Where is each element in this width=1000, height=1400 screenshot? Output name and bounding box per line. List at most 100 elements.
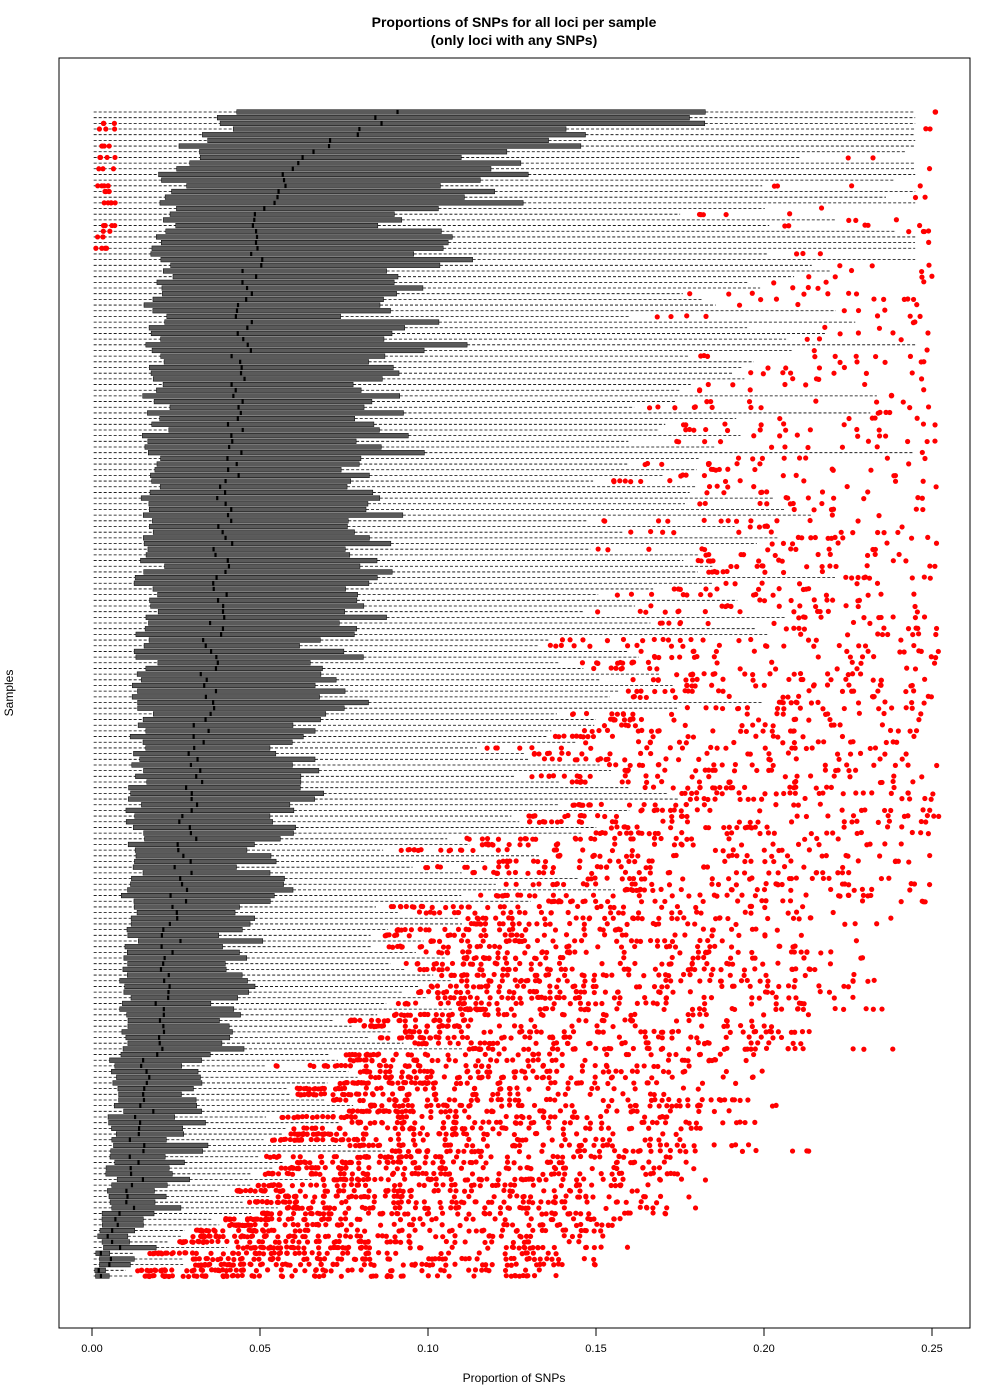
outlier-point [429, 1057, 435, 1064]
outlier-point [581, 1148, 588, 1154]
outlier-point [738, 551, 744, 558]
outlier-point [898, 337, 904, 343]
outlier-point [577, 802, 583, 808]
outlier-point [338, 1216, 344, 1222]
outlier-point [628, 479, 634, 485]
outlier-point [800, 614, 807, 620]
outlier-point [876, 433, 883, 439]
outlier-point [614, 1108, 620, 1114]
outlier-point [762, 745, 768, 751]
outlier-point [718, 518, 724, 524]
outlier-point [347, 1234, 354, 1240]
outlier-point [622, 1074, 629, 1081]
outlier-point [845, 892, 851, 898]
outlier-point [904, 665, 910, 671]
outlier-point [442, 1171, 448, 1177]
box [134, 575, 378, 581]
box [165, 228, 442, 234]
outlier-point [393, 1051, 399, 1057]
outlier-point [782, 774, 788, 780]
outlier-point [506, 1165, 512, 1172]
box [137, 699, 369, 706]
outlier-point [557, 756, 563, 762]
outlier-point [808, 915, 814, 921]
outlier-point [670, 785, 676, 791]
box [168, 427, 380, 433]
outlier-point [689, 960, 695, 966]
outlier-point [581, 989, 588, 995]
outlier-point [791, 671, 797, 677]
outlier-point [875, 819, 881, 825]
outlier-point [456, 1024, 462, 1030]
outlier-point [769, 1103, 776, 1109]
outlier-point [629, 853, 635, 859]
outlier-point [669, 915, 675, 921]
outlier-point [791, 802, 797, 808]
outlier-point [917, 222, 923, 229]
outlier-point [538, 773, 544, 779]
outlier-point [385, 1035, 391, 1041]
outlier-point [913, 728, 920, 734]
outlier-point [543, 1096, 550, 1103]
outlier-point [922, 676, 928, 682]
outlier-point [566, 1142, 572, 1148]
outlier-point [793, 909, 800, 915]
outlier-point [757, 427, 763, 433]
outlier-point [667, 961, 674, 967]
outlier-point [390, 944, 396, 950]
outlier-point [680, 592, 686, 598]
outlier-point [865, 438, 872, 444]
outlier-point [757, 978, 763, 984]
outlier-point [865, 592, 871, 598]
outlier-point [677, 637, 683, 643]
outlier-point [557, 1108, 564, 1114]
outlier-point [715, 881, 722, 888]
outlier-point [443, 989, 450, 995]
outlier-point [636, 869, 642, 876]
box [127, 1040, 223, 1046]
outlier-point [881, 807, 888, 814]
outlier-point [677, 1136, 683, 1143]
outlier-point [446, 1017, 452, 1023]
outlier-point [922, 194, 928, 200]
outlier-point [570, 984, 576, 990]
outlier-point [451, 1034, 457, 1040]
outlier-point [554, 984, 560, 990]
outlier-point [662, 1114, 668, 1120]
outlier-point [624, 921, 630, 927]
outlier-point [801, 291, 807, 297]
outlier-point [95, 183, 101, 189]
outlier-point [903, 558, 909, 564]
outlier-point [682, 722, 688, 728]
outlier-point [617, 830, 623, 837]
outlier-point [840, 864, 846, 871]
outlier-point [925, 228, 932, 234]
outlier-point [582, 1057, 588, 1063]
outlier-point [526, 921, 532, 927]
outlier-point [255, 1183, 261, 1189]
box [142, 512, 404, 518]
outlier-point [603, 1205, 609, 1212]
outlier-point [892, 762, 898, 768]
outlier-point [691, 427, 697, 433]
outlier-point [702, 439, 708, 445]
outlier-point [480, 1165, 486, 1171]
outlier-point [735, 455, 742, 461]
outlier-point [365, 1154, 372, 1160]
box [162, 381, 354, 388]
outlier-point [503, 960, 510, 966]
outlier-point [429, 904, 435, 910]
outlier-point [448, 1205, 454, 1211]
outlier-point [386, 1075, 392, 1081]
box [105, 1165, 170, 1171]
outlier-point [718, 978, 724, 984]
outlier-point [295, 1114, 301, 1120]
outlier-point [600, 1097, 606, 1104]
box [143, 302, 381, 308]
outlier-point [561, 1029, 567, 1035]
outlier-point [685, 1046, 692, 1052]
outlier-point [806, 274, 812, 280]
outlier-point [776, 603, 782, 609]
outlier-point [749, 949, 755, 956]
outlier-point [530, 858, 537, 864]
